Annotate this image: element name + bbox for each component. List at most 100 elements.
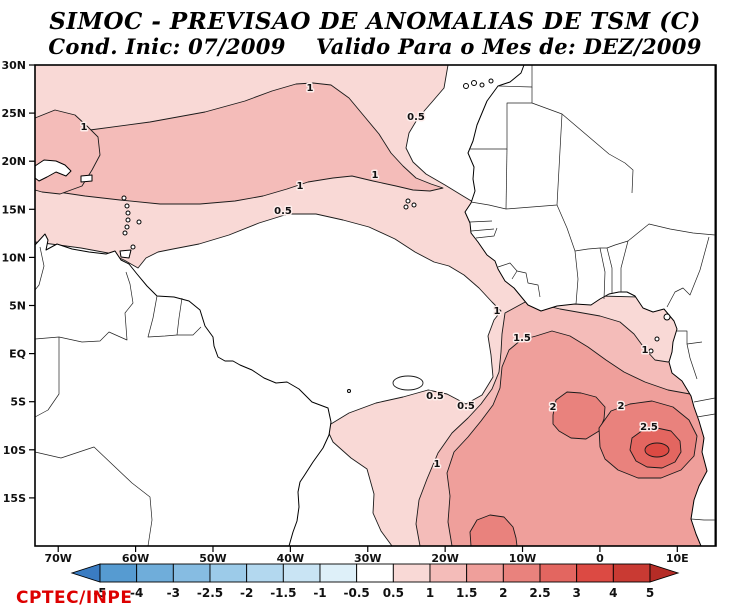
colorbar-tick-label: 5 xyxy=(646,586,654,600)
colorbar-tick-label: 4 xyxy=(609,586,617,600)
contour-label: 2 xyxy=(550,402,557,413)
island-antilles xyxy=(122,230,128,236)
colorbar-segment xyxy=(319,563,358,583)
contour-label: 0.5 xyxy=(457,401,475,412)
lat-tick-label: 20N xyxy=(1,155,26,168)
colorbar-tick-label: 0.5 xyxy=(383,586,404,600)
colorbar-segment xyxy=(429,563,468,583)
island-principe xyxy=(654,336,660,342)
latitude-axis: 30N 25N 20N 15N 10N 5N EQ 5S 10S 15S xyxy=(1,59,35,505)
region-ge1-north-band xyxy=(34,82,444,205)
colorbar-tick-label: -3 xyxy=(167,586,180,600)
contour-label: 0.5 xyxy=(407,112,425,123)
colorbar-arrow-high xyxy=(649,563,680,583)
colorbar-segment xyxy=(282,563,321,583)
lon-tick-label: 50W xyxy=(199,552,226,565)
colorbar-segment xyxy=(246,563,284,583)
lat-tick-label: 15S xyxy=(3,492,26,505)
colorbar-arrow-low xyxy=(70,563,101,583)
contour-label: 0.5 xyxy=(274,206,292,217)
island-tobago xyxy=(130,244,136,250)
island-antilles xyxy=(125,210,131,216)
colorbar-segment xyxy=(466,563,504,583)
lat-tick-label: 10N xyxy=(1,251,26,264)
colorbar-tick-label: -4 xyxy=(130,586,143,600)
lon-tick-label: 0 xyxy=(596,552,604,565)
contour-labels: 1 0.5 1 1 1 0.5 0.5 0.5 1 1.5 1 2 2 2.5 1 xyxy=(79,82,659,472)
island-noronha xyxy=(347,389,351,393)
lon-tick-label: 30W xyxy=(354,552,381,565)
lat-tick-label: 15N xyxy=(1,203,26,216)
island-canary xyxy=(479,82,485,88)
lon-tick-label: 60W xyxy=(122,552,149,565)
island-canary xyxy=(488,78,494,84)
lon-tick-label: 10W xyxy=(509,552,536,565)
contour-label: 2 xyxy=(618,401,625,412)
contour-label: 1 xyxy=(642,345,649,356)
contour-label: 0.5 xyxy=(426,391,444,402)
colorbar-tick-label: -2 xyxy=(240,586,253,600)
island-cape-verde xyxy=(411,202,417,208)
island-barbados xyxy=(136,219,142,225)
colorbar-segment xyxy=(356,563,394,583)
lat-tick-label: 25N xyxy=(1,107,26,120)
colorbar-tick-label: -0.5 xyxy=(344,586,370,600)
lon-tick-label: 70W xyxy=(44,552,71,565)
colorbar-tick-label: 1.5 xyxy=(456,586,477,600)
contour-label: 1 xyxy=(494,306,501,317)
lat-tick-label: 5N xyxy=(9,300,26,313)
colorbar-tick-label: 1 xyxy=(426,586,434,600)
island-trinidad xyxy=(119,249,132,259)
island-bioko xyxy=(663,313,671,321)
colorbar-segment xyxy=(576,563,614,583)
region-ge3-core xyxy=(644,442,670,458)
south-america-landmass xyxy=(34,233,332,547)
colorbar-segment xyxy=(172,563,211,583)
region-ge2-central xyxy=(552,391,606,440)
contour-label: 1 xyxy=(372,170,379,181)
island-canary xyxy=(463,83,469,89)
contour-label: 1 xyxy=(81,122,88,133)
colorbar-segment xyxy=(539,563,578,583)
lon-tick-label: 10E xyxy=(666,552,689,565)
colorbar-tick-label: 3 xyxy=(572,586,580,600)
colorbar: -5 -4 -3 -2.5 -2 -1.5 -1 -0.5 0.5 1 1.5 2 2.5 3 4 5 xyxy=(70,563,680,600)
colorbar-segment xyxy=(502,563,541,583)
island-cape-verde xyxy=(403,204,409,210)
contour-label: 1 xyxy=(297,181,304,192)
island-antilles xyxy=(125,217,131,223)
colorbar-segment xyxy=(99,563,138,583)
page-title: SIMOC - PREVISAO DE ANOMALIAS DE TSM (C) xyxy=(49,8,701,35)
contour-label: 1 xyxy=(307,83,314,94)
colorbar-tick-label: 2.5 xyxy=(529,586,550,600)
lat-tick-label: 5S xyxy=(10,396,26,409)
colorbar-tick-label: 2 xyxy=(499,586,507,600)
lon-tick-label: 40W xyxy=(277,552,304,565)
lon-tick-label: 20W xyxy=(431,552,458,565)
landmasses xyxy=(34,64,716,547)
country-borders xyxy=(34,65,716,547)
island-puerto-rico xyxy=(80,174,93,183)
island-hispaniola xyxy=(34,159,72,182)
region-ge2-bottom-blob xyxy=(469,514,518,547)
colorbar-segment xyxy=(392,563,431,583)
island-cape-verde xyxy=(405,198,411,204)
colorbar-tick-label: -5 xyxy=(93,586,106,600)
africa-landmass xyxy=(464,64,716,547)
island-antilles xyxy=(121,195,127,201)
colorbar-tick-label: -1.5 xyxy=(270,586,296,600)
longitude-axis: 70W 60W 50W 40W 30W 20W 10W 0 10E xyxy=(44,546,689,565)
colorbar-segment xyxy=(209,563,248,583)
colorbar-tick-label: -1 xyxy=(313,586,326,600)
colorbar-segment xyxy=(136,563,174,583)
island-canary xyxy=(471,80,477,86)
white-pocket xyxy=(392,375,424,391)
anomaly-shading xyxy=(34,64,716,547)
lat-tick-label: 10S xyxy=(3,444,26,457)
lat-tick-label: 30N xyxy=(1,59,26,72)
island-antilles xyxy=(124,224,130,230)
island-sao-tome xyxy=(648,348,654,354)
contour-label: 2.5 xyxy=(640,422,658,433)
